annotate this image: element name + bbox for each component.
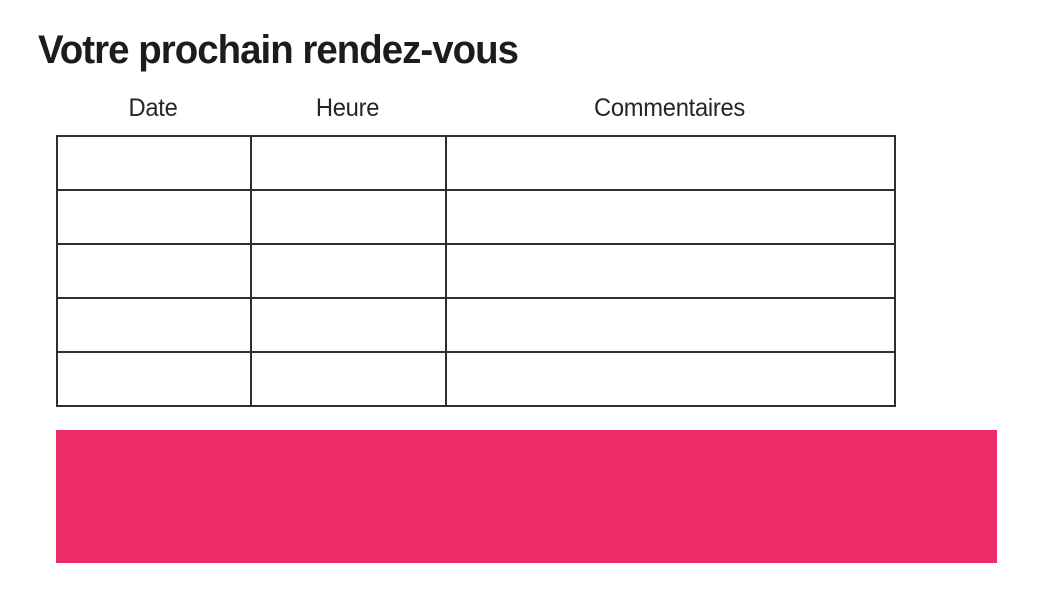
- accent-bar: [56, 430, 997, 563]
- table-cell-heure: [250, 189, 447, 245]
- table-row: [56, 297, 896, 353]
- table-cell-date: [56, 351, 252, 407]
- table-cell-commentaires: [445, 297, 896, 353]
- table-cell-heure: [250, 243, 447, 299]
- table-cell-date: [56, 243, 252, 299]
- appointments-table: [56, 135, 896, 407]
- table-row: [56, 351, 896, 407]
- table-column-headers: Date Heure Commentaires: [56, 94, 894, 123]
- page-title: Votre prochain rendez-vous: [38, 28, 519, 72]
- table-cell-commentaires: [445, 243, 896, 299]
- table-cell-date: [56, 189, 252, 245]
- table-cell-commentaires: [445, 135, 896, 191]
- table-cell-date: [56, 135, 252, 191]
- column-header-commentaires: Commentaires: [593, 94, 745, 122]
- table-row: [56, 135, 896, 191]
- table-cell-commentaires: [445, 351, 896, 407]
- column-header-date: Date: [128, 94, 178, 122]
- appointments-table-body: [56, 135, 896, 407]
- table-cell-heure: [250, 351, 447, 407]
- table-cell-heure: [250, 297, 447, 353]
- column-header-heure: Heure: [315, 94, 380, 122]
- table-row: [56, 243, 896, 299]
- table-row: [56, 189, 896, 245]
- table-cell-date: [56, 297, 252, 353]
- table-cell-heure: [250, 135, 447, 191]
- table-cell-commentaires: [445, 189, 896, 245]
